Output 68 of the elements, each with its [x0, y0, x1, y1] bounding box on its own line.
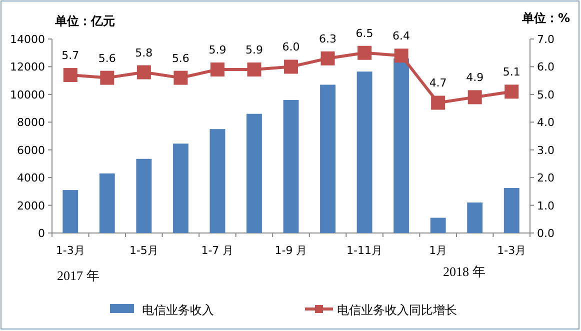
bar — [356, 72, 372, 233]
y-tick-label: 10000 — [10, 88, 45, 102]
y-tick-label: 0 — [38, 227, 45, 240]
data-label: 4.7 — [429, 76, 447, 90]
x-tick-label: 1-9 月 — [274, 244, 308, 257]
data-label: 5.1 — [502, 66, 520, 79]
point — [284, 60, 298, 74]
data-label: 6.0 — [282, 40, 300, 54]
y2-tick-label: 1.0 — [537, 199, 554, 212]
bar — [320, 84, 336, 233]
data-label: 4.9 — [466, 71, 484, 84]
data-label: 5.6 — [98, 52, 116, 65]
data-label: 5.8 — [135, 46, 153, 60]
x-tick-label: 1-11月 — [346, 244, 383, 257]
bar — [172, 144, 188, 233]
y-tick-label: 8000 — [17, 116, 45, 130]
point — [358, 46, 372, 60]
x-tick-label: 1月 — [429, 244, 448, 257]
bar — [504, 188, 520, 233]
y-tick-label: 12000 — [10, 60, 45, 74]
y2-tick-label: 3.0 — [537, 144, 554, 157]
data-label: 6.4 — [392, 30, 410, 43]
data-label: 5.9 — [208, 43, 226, 56]
point — [136, 65, 151, 80]
legend-label: 电信业务收入 — [142, 303, 214, 317]
bar — [246, 114, 262, 233]
data-label: 6.5 — [356, 26, 374, 40]
bar — [467, 202, 483, 233]
y2-tick-label: 5.0 — [537, 88, 554, 102]
x-tick-label: 1-7 月 — [201, 244, 234, 257]
y2-axis-title: 单位：% — [520, 11, 570, 25]
y-tick-label: 4000 — [17, 172, 45, 185]
point — [468, 90, 482, 104]
point — [394, 48, 408, 63]
data-label: 5.6 — [172, 52, 190, 65]
data-label: 6.3 — [319, 32, 337, 46]
bar — [394, 58, 410, 233]
y-tick-label: 2000 — [17, 199, 45, 212]
bar — [136, 158, 152, 233]
legend-label: 电信业务收入同比增长 — [337, 303, 457, 317]
point — [63, 68, 78, 82]
bar — [62, 190, 78, 233]
text: 2018 年 — [443, 264, 486, 279]
x-tick-label: 1-3月 — [56, 244, 85, 257]
y2-tick-label: 2.0 — [537, 172, 554, 185]
y-axis-title: 单位：亿元 — [54, 14, 115, 28]
point — [210, 62, 224, 76]
bar — [430, 218, 446, 233]
bar — [283, 100, 299, 233]
y-tick-label: 6000 — [17, 144, 45, 157]
y-tick-label: 14000 — [10, 33, 45, 46]
point — [247, 62, 262, 76]
point — [504, 84, 519, 99]
point — [320, 51, 335, 66]
data-label: 5.7 — [62, 49, 80, 62]
point — [100, 70, 114, 85]
text: 2017 年 — [57, 268, 100, 283]
y2-tick-label: 4.0 — [537, 116, 554, 130]
point — [431, 96, 446, 110]
x-tick-label: 1-5月 — [129, 244, 158, 257]
x-tick-label: 1-3月 — [497, 244, 526, 257]
bar — [210, 129, 226, 233]
y2-tick-label: 0.0 — [537, 227, 554, 240]
data-label: 5.9 — [245, 43, 263, 56]
y2-tick-label: 6.0 — [537, 60, 554, 74]
point — [174, 70, 188, 85]
bar — [99, 173, 115, 233]
y2-tick-label: 7.0 — [537, 33, 554, 46]
